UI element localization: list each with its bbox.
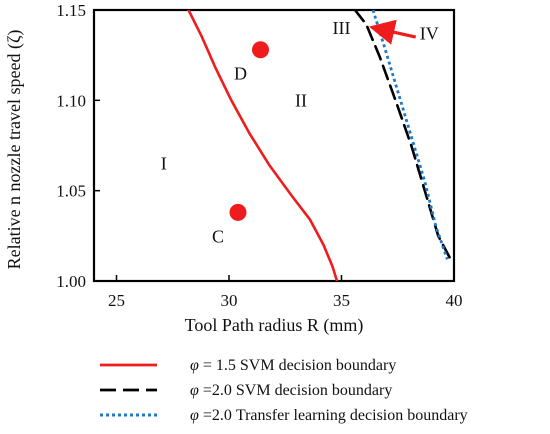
region-label-i: I <box>161 154 167 174</box>
legend-label-1: φ = 1.5 SVM decision boundary <box>190 357 396 374</box>
y-tick-label: 1.10 <box>56 91 86 110</box>
plot-frame <box>92 8 456 283</box>
y-axis: 1.00 1.05 1.10 1.15 <box>56 1 100 291</box>
x-axis-title: Tool Path radius R (mm) <box>185 315 364 336</box>
region-label-iv: IV <box>420 23 439 43</box>
y-axis-title: Relative n nozzle travel speed (ζ) <box>4 30 25 270</box>
x-axis: 25 30 35 40 <box>108 275 463 310</box>
point-label-c: C <box>212 226 224 246</box>
legend-label-3: φ =2.0 Transfer learning decision bounda… <box>190 407 468 424</box>
plot-area <box>92 8 456 283</box>
series-line-2 <box>353 10 452 261</box>
x-tick-label: 25 <box>108 291 125 310</box>
data-point-d <box>252 41 269 59</box>
legend-label-2: φ =2.0 SVM decision boundary <box>190 382 392 399</box>
series-line-1 <box>187 10 339 281</box>
region-label-ii: II <box>295 90 307 110</box>
x-tick-label: 30 <box>221 291 238 310</box>
series-line-3 <box>371 10 449 260</box>
annotation-arrow <box>369 19 417 45</box>
data-point-c <box>229 203 247 221</box>
data-points: DC <box>212 41 269 246</box>
region-label-iii: III <box>333 18 351 38</box>
x-tick-label: 35 <box>333 291 350 310</box>
point-label-d: D <box>234 64 247 84</box>
y-tick-label: 1.15 <box>56 1 86 20</box>
series-lines <box>187 10 452 281</box>
y-tick-label: 1.05 <box>56 182 86 201</box>
y-tick-label: 1.00 <box>56 272 86 291</box>
legend: φ = 1.5 SVM decision boundary φ =2.0 SVM … <box>100 357 468 424</box>
x-tick-label: 40 <box>446 291 463 310</box>
